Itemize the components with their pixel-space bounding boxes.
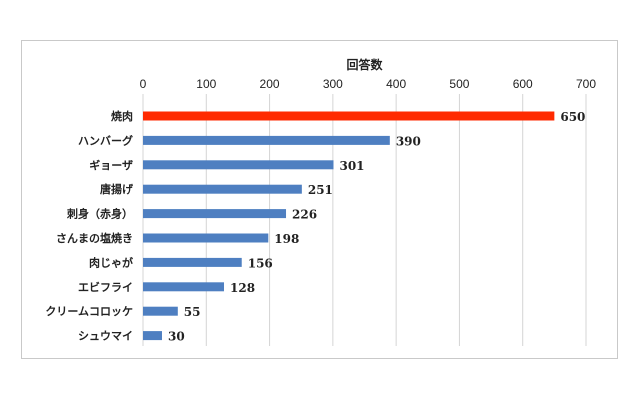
bar-2 (143, 160, 334, 170)
category-label: ハンバーグ (78, 133, 133, 147)
data-label: 301 (339, 159, 364, 173)
category-label: 唐揚げ (100, 182, 134, 196)
data-label: 251 (308, 183, 333, 197)
bar-1 (143, 135, 390, 145)
x-tick-label: 200 (260, 77, 280, 91)
x-tick-label: 100 (196, 77, 216, 91)
bar-0 (143, 111, 555, 121)
category-label: エビフライ (78, 280, 133, 294)
bar-6 (143, 257, 242, 267)
data-label: 650 (560, 110, 585, 124)
bar-9 (143, 331, 162, 341)
category-label: クリームコロッケ (45, 305, 133, 318)
category-label: 肉じゃが (89, 255, 133, 269)
bar-4 (143, 209, 287, 219)
x-tick-label: 500 (449, 77, 469, 91)
bar-7 (143, 282, 225, 292)
category-label: 焼肉 (111, 109, 133, 123)
data-label: 390 (396, 134, 421, 148)
data-label: 55 (184, 305, 201, 319)
x-axis-ticks: 0 100 200 300 400 500 600 700 (140, 77, 597, 91)
bars (143, 111, 555, 341)
category-label: ギョーザ (89, 158, 133, 172)
x-axis-title: 回答数 (346, 57, 383, 72)
category-label: さんまの塩焼き (56, 231, 133, 245)
bar-3 (143, 184, 302, 194)
data-label: 30 (168, 330, 185, 344)
data-label: 156 (248, 256, 273, 270)
data-label: 128 (230, 281, 255, 295)
data-label: 198 (274, 232, 299, 246)
grid-lines (142, 94, 587, 346)
x-tick-label: 0 (140, 77, 147, 91)
x-tick-label: 600 (513, 77, 533, 91)
category-label: 刺身（赤身） (66, 207, 133, 221)
chart-frame (21, 40, 618, 359)
data-label: 226 (292, 208, 317, 222)
category-label: シュウマイ (78, 330, 133, 343)
bar-5 (143, 233, 269, 243)
x-tick-label: 700 (576, 77, 596, 91)
bar-8 (143, 306, 178, 316)
x-tick-label: 300 (323, 77, 343, 91)
x-tick-label: 400 (386, 77, 406, 91)
